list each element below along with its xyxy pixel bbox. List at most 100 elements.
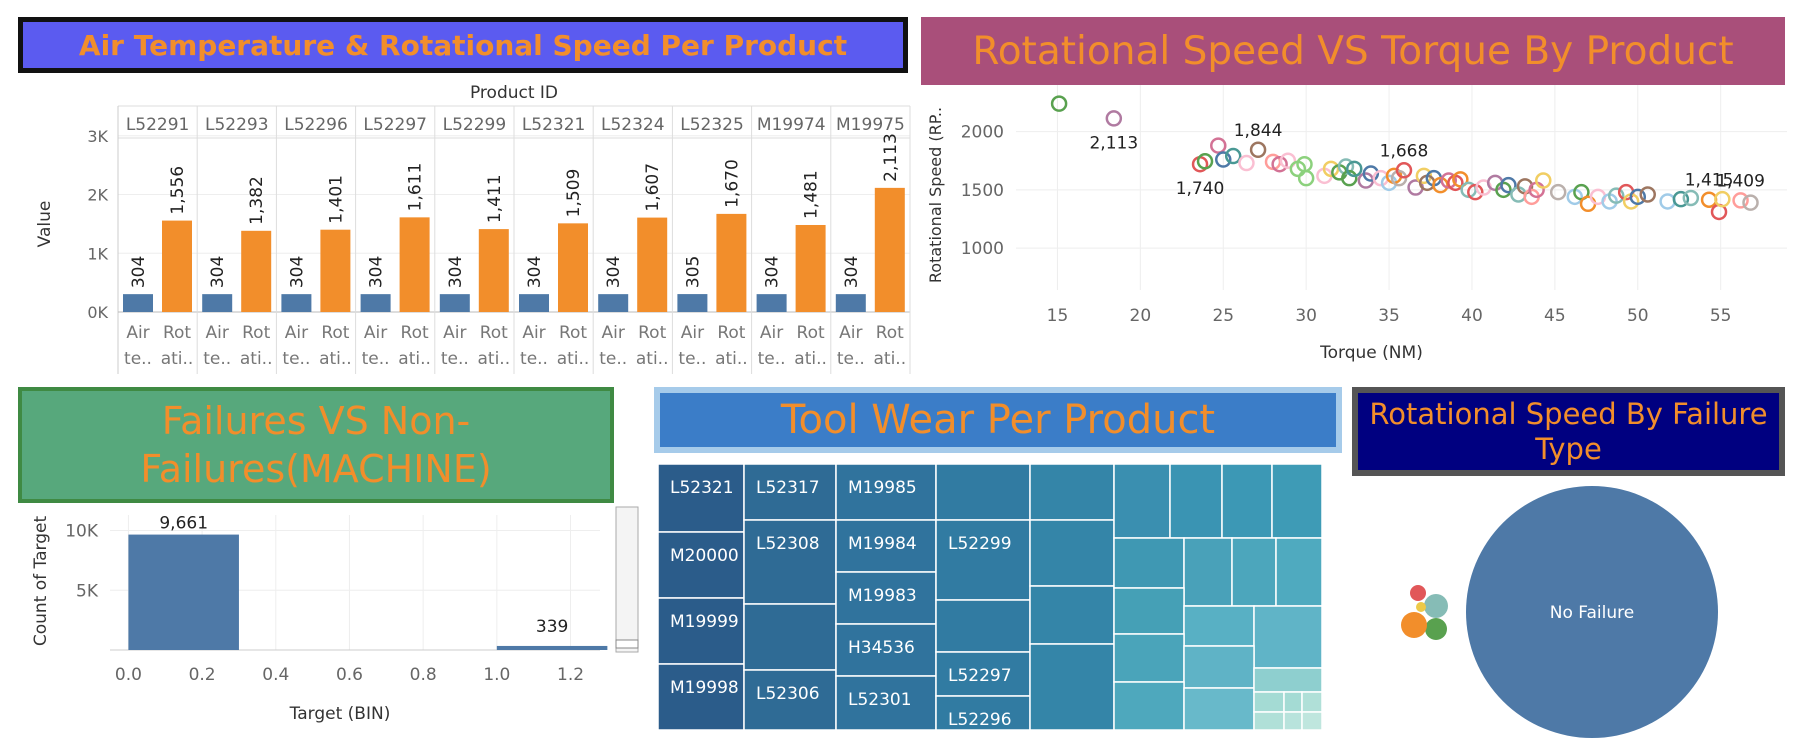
scrollbar-thumb <box>615 639 639 649</box>
bar <box>677 294 708 312</box>
product-header: M19974 <box>757 115 826 135</box>
bar <box>716 213 747 312</box>
scatter-point <box>1341 169 1358 187</box>
product-header: M19975 <box>836 115 905 135</box>
bar-sub-label: te.. <box>362 349 390 369</box>
treemap-cell <box>1113 464 1171 539</box>
bar-value-label: 9,661 <box>159 514 208 534</box>
scatter-point <box>1714 190 1731 208</box>
treemap-cell <box>1113 633 1185 683</box>
scatter-point <box>1271 155 1288 173</box>
treemap-label: L52317 <box>756 478 820 498</box>
scatter-point <box>1322 160 1340 178</box>
treemap-label: L52299 <box>948 534 1012 554</box>
x-tick-label: 30 <box>1295 306 1317 326</box>
bar-sub-label: te.. <box>678 349 706 369</box>
x-tick-label: 1.0 <box>483 665 510 685</box>
bar-sub-label: ati.. <box>636 349 669 369</box>
failure-bubble <box>1424 594 1448 618</box>
treemap-label: L52301 <box>848 690 912 710</box>
bar <box>874 187 905 312</box>
bar-sub-label: Rot <box>401 323 429 343</box>
bar-sub-label: ati.. <box>557 349 590 369</box>
treemap-cell <box>658 663 745 731</box>
point-label: 2,113 <box>1089 133 1138 153</box>
toolwear-title-text: Tool Wear Per Product <box>780 397 1216 443</box>
scatter-point <box>1639 186 1656 203</box>
treemap-cell <box>658 464 745 533</box>
bar-value-label: 304 <box>604 256 624 288</box>
y-tick-label: 5K <box>76 581 99 601</box>
air-rot-bar-chart: Product ID 3K 2K 1K 0K Value L52291 304 Air te.. 1… <box>35 83 911 374</box>
histogram-bar <box>128 534 239 650</box>
bar-value-label: 305 <box>683 256 703 288</box>
bar <box>558 223 588 312</box>
failure-bubble <box>1416 602 1426 612</box>
treemap-cell <box>1275 537 1323 607</box>
x-tick-label: 35 <box>1378 306 1400 326</box>
bar-sub-label: te.. <box>124 349 152 369</box>
bar-sub-label: Air <box>443 323 466 343</box>
treemap-cell <box>1283 711 1303 731</box>
treemap-cell <box>1029 464 1115 521</box>
x-tick-label: 45 <box>1544 306 1566 326</box>
bar-sub-label: ati.. <box>873 349 906 369</box>
treemap-cell <box>1253 711 1285 731</box>
bar <box>399 217 430 312</box>
bar-sub-label: Rot <box>559 323 587 343</box>
scatter-title-text: Rotational Speed VS Torque By Product <box>972 28 1734 74</box>
treemap-cell <box>1113 587 1185 635</box>
bar-value-label: 304 <box>367 256 387 288</box>
bar-sub-label: Rot <box>242 323 270 343</box>
y-tick-label: 3K <box>87 127 108 146</box>
scatter-point <box>1432 176 1449 194</box>
column-header: Product ID <box>470 83 558 103</box>
treemap-label: M20000 <box>670 546 739 566</box>
scatter-point <box>1629 188 1647 206</box>
y-axis-label: Rotational Speed (RP.. <box>926 107 945 283</box>
bar-sub-label: te.. <box>837 349 865 369</box>
x-tick-label: 0.2 <box>189 665 216 685</box>
bar-sub-label: ati.. <box>477 349 510 369</box>
bar-sub-label: ati.. <box>319 349 352 369</box>
x-tick-label: 20 <box>1130 306 1152 326</box>
bar <box>123 294 153 312</box>
bar-sub-label: Air <box>285 323 308 343</box>
y-tick-label: 2K <box>87 186 108 205</box>
scatter-point <box>1210 137 1227 154</box>
x-tick-label: 55 <box>1710 306 1732 326</box>
point-label: 1,668 <box>1380 141 1429 161</box>
treemap-label: M19983 <box>848 586 917 606</box>
bar <box>478 229 509 312</box>
treemap-cell <box>935 651 1031 697</box>
scatter-point <box>1495 181 1512 199</box>
y-tick-label: 0K <box>87 303 108 322</box>
bar <box>241 230 272 312</box>
treemap-label: M19999 <box>670 612 739 632</box>
scatter-point <box>1050 95 1068 112</box>
bar-sub-label: Air <box>839 323 862 343</box>
bar-value-label: 304 <box>287 256 307 288</box>
treemap-cell <box>1183 687 1255 731</box>
y-tick-label: 2000 <box>961 123 1004 143</box>
bar <box>162 220 192 312</box>
treemap-cell <box>658 597 745 665</box>
x-tick-label: 15 <box>1047 306 1069 326</box>
product-header: L52296 <box>284 115 348 135</box>
scatter-point <box>1732 192 1749 209</box>
failures-title-text: Failures VS Non-Failures(MACHINE) <box>140 399 492 491</box>
bar <box>320 229 351 312</box>
bar <box>795 224 826 312</box>
scatter-point <box>1249 141 1267 159</box>
x-tick-label: 25 <box>1212 306 1234 326</box>
bar-sub-label: Air <box>522 323 545 343</box>
x-tick-label: 40 <box>1461 306 1483 326</box>
bar-sub-label: Air <box>681 323 704 343</box>
bar-sub-label: Air <box>206 323 229 343</box>
bar-value-label: 1,611 <box>406 163 426 212</box>
air-rot-title-text: Air Temperature & Rotational Speed Per P… <box>78 28 848 62</box>
x-tick-label: 0.6 <box>336 665 363 685</box>
bar-value-label: 1,401 <box>326 175 346 224</box>
x-tick-label: 1.2 <box>557 665 584 685</box>
scatter-point <box>1672 190 1690 208</box>
